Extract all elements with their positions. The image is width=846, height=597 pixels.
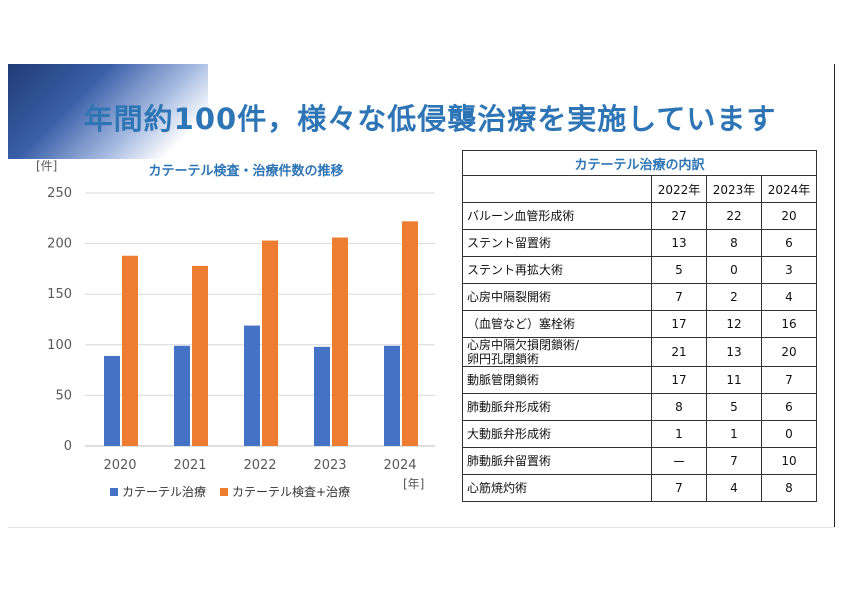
table-cell: 7 [651,474,707,502]
table-header-2023: 2023年 [706,175,762,203]
table-cell: 0 [761,420,817,448]
x-tick-label: 2021 [173,458,206,473]
bar-treatment [174,345,190,446]
table-cell: 10 [761,447,817,475]
table-header-2024: 2024年 [761,175,817,203]
table-row-label: 大動脈弁形成術 [462,420,652,448]
table-row-label: 肺動脈弁留置術 [462,447,652,475]
legend-swatch-exam-treatment [220,487,229,496]
table-row: 大動脈弁形成術 1 1 0 [462,420,817,448]
table-title-row: カテーテル治療の内訳 [462,150,817,176]
y-tick-label: 50 [55,388,72,403]
table-row-label: 心筋焼灼術 [462,474,652,502]
slide-bottom-border [8,527,835,528]
table-cell: 6 [761,229,817,257]
table-row: バルーン血管形成術 27 22 20 [462,202,817,230]
table-cell: ー [651,447,707,475]
table-row-label: （血管など）塞栓術 [462,310,652,338]
table-header-row: 2022年 2023年 2024年 [462,175,817,203]
table-row-label: 肺動脈弁形成術 [462,393,652,421]
table-cell: 1 [706,420,762,448]
table-row-label: 心房中隔裂開術 [462,283,652,311]
table-cell: 8 [651,393,707,421]
table-cell: 7 [706,447,762,475]
x-tick-label: 2023 [313,458,346,473]
table-cell: 1 [651,420,707,448]
y-tick-label: 0 [64,439,72,454]
table-row: 心房中隔裂開術 7 2 4 [462,283,817,311]
y-axis-label: [件] [36,159,57,173]
bar-exam-treatment [192,265,208,446]
table-cell: 12 [706,310,762,338]
table-cell: 4 [706,474,762,502]
y-tick-label: 250 [47,186,72,201]
bar-exam-treatment [332,237,348,446]
table-cell: 20 [761,202,817,230]
x-tick-label: 2022 [243,458,276,473]
legend-item-treatment: カテーテル治療 [110,483,206,500]
table-cell: 13 [651,229,707,257]
chart-legend: カテーテル治療 カテーテル検査+治療 [110,483,350,500]
table-cell: 7 [761,366,817,394]
table-cell: 4 [761,283,817,311]
x-tick-label: 2024 [383,458,416,473]
table-row: 心房中隔欠損閉鎖術/ 卵円孔閉鎖術 21 13 20 [462,337,817,367]
bar-treatment [384,345,400,446]
table-row: 心筋焼灼術 7 4 8 [462,474,817,502]
table-cell: 8 [706,229,762,257]
table-cell: 17 [651,310,707,338]
legend-label-exam-treatment: カテーテル検査+治療 [232,485,351,499]
table-cell: 13 [706,337,762,367]
bar-treatment [244,325,260,446]
slide-right-border [834,64,835,528]
table-row-label: ステント再拡大術 [462,256,652,284]
table-cell: 5 [651,256,707,284]
table-cell: 6 [761,393,817,421]
y-tick-label: 150 [47,287,72,302]
table-cell: 0 [706,256,762,284]
bar-treatment [314,346,330,446]
table-cell: 27 [651,202,707,230]
slide-title: 年間約100件，様々な低侵襲治療を実施しています [83,102,777,136]
y-tick-label: 100 [47,338,72,353]
table-cell: 7 [651,283,707,311]
table-cell: 5 [706,393,762,421]
table-cell: 20 [761,337,817,367]
bar-exam-treatment [122,255,138,446]
legend-swatch-treatment [110,487,118,496]
table-cell: 21 [651,337,707,367]
table-row-label: 動脈管閉鎖術 [462,366,652,394]
table-cell: 11 [706,366,762,394]
table-cell: 22 [706,202,762,230]
table-row: ステント再拡大術 5 0 3 [462,256,817,284]
x-tick-label: 2020 [103,458,136,473]
table-cell: 8 [761,474,817,502]
table-header-blank [462,175,652,203]
treatment-breakdown-table: カテーテル治療の内訳 2022年 2023年 2024年 バルーン血管形成術 27… [462,150,817,502]
table-title: カテーテル治療の内訳 [462,150,817,176]
table-row: ステント留置術 13 8 6 [462,229,817,257]
table-row-label: 心房中隔欠損閉鎖術/ 卵円孔閉鎖術 [462,337,652,367]
table-row: 動脈管閉鎖術 17 11 7 [462,366,817,394]
corner-decoration [8,64,208,159]
chart-title: カテーテル検査・治療件数の推移 [148,164,344,179]
table-row: 肺動脈弁形成術 8 5 6 [462,393,817,421]
table-row-label: バルーン血管形成術 [462,202,652,230]
bar-chart: 0 50 100 150 200 250 [件] [年] 2020 2021 2022 2023 202… [36,159,435,491]
bar-treatment [104,355,120,446]
x-axis-label: [年] [403,477,424,491]
table-cell: 2 [706,283,762,311]
table-cell: 3 [761,256,817,284]
table-cell: 16 [761,310,817,338]
y-tick-label: 200 [47,237,72,252]
table-row: （血管など）塞栓術 17 12 16 [462,310,817,338]
bar-exam-treatment [262,240,278,446]
legend-label-treatment: カテーテル治療 [122,485,207,499]
table-row-label: ステント留置術 [462,229,652,257]
table-header-2022: 2022年 [651,175,707,203]
table-cell: 17 [651,366,707,394]
bar-exam-treatment [402,221,418,446]
legend-item-exam-treatment: カテーテル検査+治療 [220,483,350,500]
table-row: 肺動脈弁留置術ー 7 10 [462,447,817,475]
